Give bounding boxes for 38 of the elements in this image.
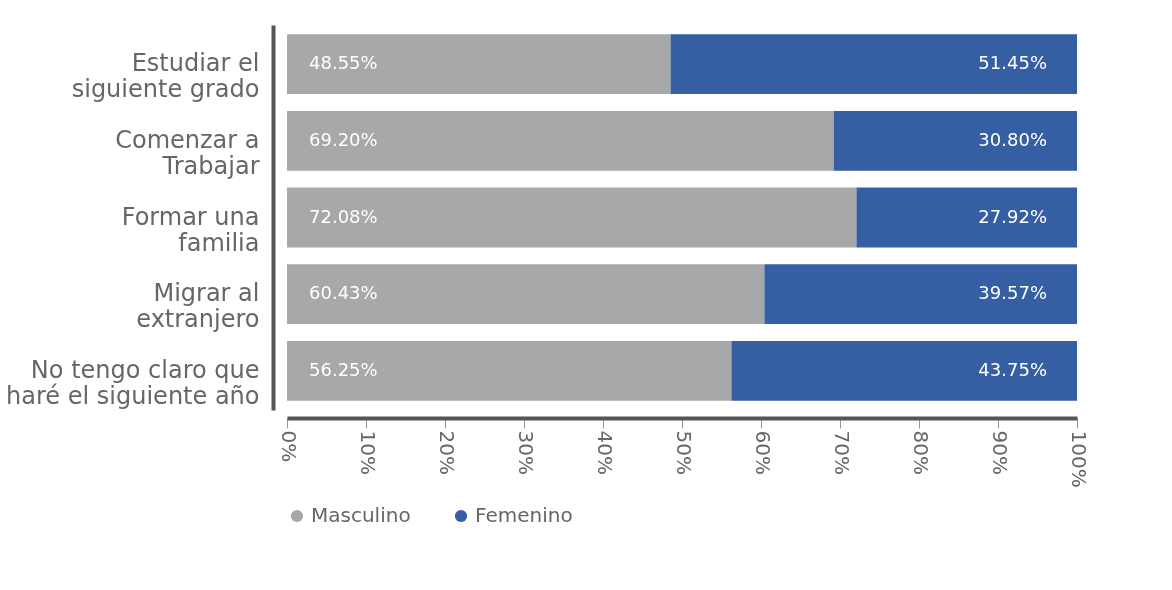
x-tick-label: 10% bbox=[355, 430, 380, 475]
y-tick-label: Formar una familia bbox=[121, 202, 260, 257]
x-tick-label: 40% bbox=[592, 430, 617, 475]
bar bbox=[731, 340, 1077, 401]
x-tick-label: 50% bbox=[671, 430, 696, 475]
data-label: 43.75% bbox=[978, 358, 1047, 380]
data-label: 60.43% bbox=[309, 282, 378, 304]
bar bbox=[287, 187, 857, 248]
data-label: 39.57% bbox=[978, 282, 1047, 304]
bar bbox=[833, 110, 1077, 171]
y-tick-label: Migrar al extranjero bbox=[136, 279, 260, 334]
x-tick-label: 80% bbox=[908, 430, 933, 475]
x-tick-label: 0% bbox=[276, 430, 301, 463]
x-tick-label: 30% bbox=[513, 430, 538, 475]
y-tick-label: Comenzar a Trabajar bbox=[115, 125, 260, 180]
legend-label: Femenino bbox=[475, 503, 573, 527]
data-label: 48.55% bbox=[309, 52, 378, 74]
bar bbox=[670, 34, 1077, 95]
data-label: 56.25% bbox=[309, 358, 378, 380]
x-tick-label: 60% bbox=[750, 430, 775, 475]
y-tick-label: No tengo claro que haré el siguiente año bbox=[6, 355, 260, 410]
x-tick-label: 70% bbox=[829, 430, 854, 475]
data-label: 69.20% bbox=[309, 128, 378, 150]
bar bbox=[764, 264, 1077, 325]
data-label: 27.92% bbox=[978, 205, 1047, 227]
legend-label: Masculino bbox=[311, 503, 411, 527]
bar bbox=[287, 110, 834, 171]
x-tick-label: 90% bbox=[987, 430, 1012, 475]
bar bbox=[287, 340, 732, 401]
data-label: 30.80% bbox=[978, 128, 1047, 150]
y-tick-label: Estudiar el siguiente grado bbox=[71, 49, 260, 104]
x-tick-label: 20% bbox=[434, 430, 459, 475]
data-label: 72.08% bbox=[309, 205, 378, 227]
data-label: 51.45% bbox=[978, 52, 1047, 74]
bar bbox=[856, 187, 1077, 248]
bar bbox=[287, 34, 671, 95]
x-tick-label: 100% bbox=[1066, 430, 1091, 488]
bar bbox=[287, 264, 765, 325]
